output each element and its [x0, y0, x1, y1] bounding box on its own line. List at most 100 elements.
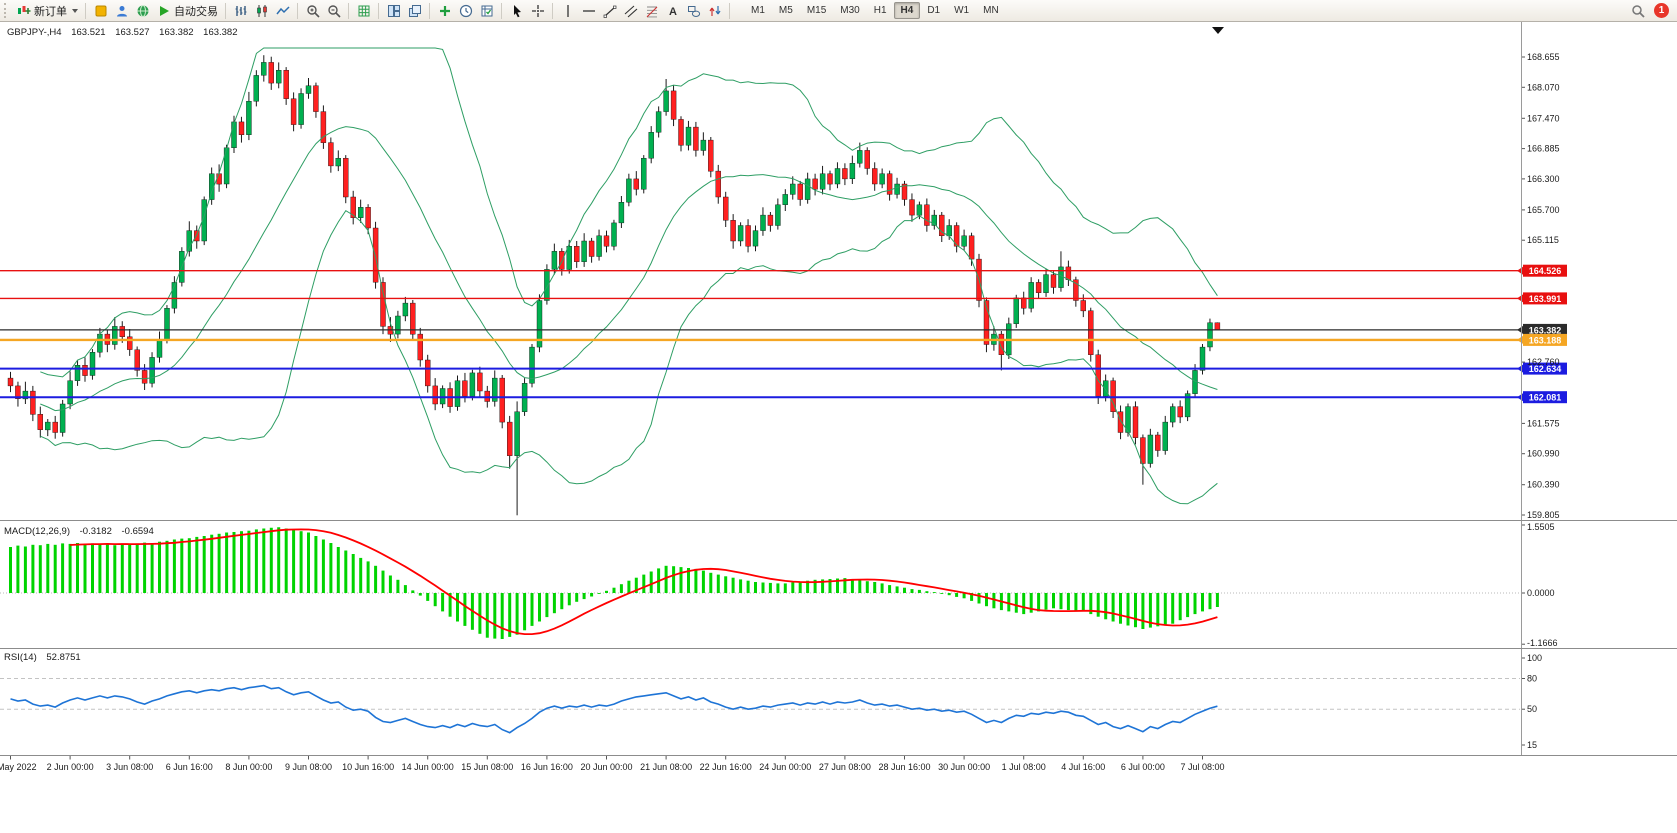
horizontal-line-button[interactable]	[578, 2, 599, 20]
timeframe-button-m30[interactable]: M30	[840, 5, 860, 16]
main-price-panel[interactable]	[0, 27, 1520, 516]
timeframe-button-m5[interactable]: M5	[778, 5, 793, 16]
arrows-button[interactable]	[704, 2, 725, 20]
trendline-icon	[602, 3, 617, 18]
rsi-header: RSI(14) 52.8751	[4, 652, 88, 663]
new-order-button[interactable]: 新订单	[13, 2, 81, 20]
indicators-plus-icon	[437, 3, 452, 18]
svg-text:0.0000: 0.0000	[1527, 588, 1555, 598]
svg-text:162.760: 162.760	[1527, 357, 1560, 367]
fibonacci-button[interactable]	[641, 2, 662, 20]
svg-text:50: 50	[1527, 704, 1537, 714]
zoom-in-button[interactable]	[302, 2, 323, 20]
svg-text:16 Jun 16:00: 16 Jun 16:00	[521, 762, 573, 772]
rsi-panel[interactable]: 100 80 50 15	[0, 653, 1542, 750]
svg-text:1.5505: 1.5505	[1527, 522, 1555, 532]
notification-badge[interactable]: 1	[1654, 3, 1669, 18]
macd-panel[interactable]: 1.5505 0.0000 -1.1666	[0, 522, 1558, 648]
bar-chart-icon	[233, 3, 248, 18]
macd-signal-value: -0.6594	[121, 526, 154, 537]
timeframe-button-mn[interactable]: MN	[983, 5, 999, 16]
chart-shift-marker	[1212, 27, 1224, 34]
svg-text:100: 100	[1527, 653, 1542, 663]
channel-button[interactable]	[620, 2, 641, 20]
chart-canvas[interactable]: 1.5505 0.0000 -1.1666 100 80 50 15 164.526 163.9…	[0, 22, 1677, 833]
toolbar-separator	[348, 2, 349, 19]
svg-text:166.300: 166.300	[1527, 174, 1560, 184]
svg-text:22 Jun 16:00: 22 Jun 16:00	[700, 762, 752, 772]
timeframe-button-w1[interactable]: W1	[954, 5, 970, 16]
time-axis[interactable]: 31 May 2022 2 Jun 00:00 3 Jun 08:00 6 Jun 1…	[0, 755, 1225, 773]
toolbar-separator	[297, 2, 298, 19]
symbol-period-label: GBPJPY-,H4	[7, 27, 62, 38]
svg-text:160.390: 160.390	[1527, 480, 1560, 490]
toolbar-separator	[552, 2, 553, 19]
macd-header: MACD(12,26,9) -0.3182 -0.6594	[4, 526, 161, 537]
line-chart-button[interactable]	[272, 2, 293, 20]
profile-icon	[114, 3, 129, 18]
cascade-windows-button[interactable]	[404, 2, 425, 20]
svg-text:A: A	[669, 6, 677, 18]
svg-text:80: 80	[1527, 674, 1537, 684]
text-button[interactable]: A	[662, 2, 683, 20]
svg-text:10 Jun 16:00: 10 Jun 16:00	[342, 762, 394, 772]
panel-separators[interactable]	[0, 520, 1677, 756]
svg-text:6 Jun 16:00: 6 Jun 16:00	[166, 762, 213, 772]
svg-text:9 Jun 08:00: 9 Jun 08:00	[285, 762, 332, 772]
profile-button[interactable]	[111, 2, 132, 20]
timeframe-button-m15[interactable]: M15	[806, 5, 827, 16]
grid-button[interactable]	[353, 2, 374, 20]
svg-text:14 Jun 00:00: 14 Jun 00:00	[402, 762, 454, 772]
trendline-button[interactable]	[599, 2, 620, 20]
cascade-windows-icon	[407, 3, 422, 18]
vertical-line-icon	[560, 3, 575, 18]
svg-text:6 Jul 00:00: 6 Jul 00:00	[1121, 762, 1165, 772]
svg-text:163.188: 163.188	[1529, 335, 1562, 345]
autotrading-button[interactable]: 自动交易	[153, 2, 221, 20]
crosshair-button[interactable]	[527, 2, 548, 20]
tile-windows-button[interactable]	[383, 2, 404, 20]
svg-text:20 Jun 00:00: 20 Jun 00:00	[580, 762, 632, 772]
vertical-line-button[interactable]	[557, 2, 578, 20]
template-icon	[479, 3, 494, 18]
bar-chart-button[interactable]	[230, 2, 251, 20]
metaeditor-button[interactable]	[90, 2, 111, 20]
timeframe-button-h4[interactable]: H4	[893, 2, 921, 19]
svg-text:159.805: 159.805	[1527, 510, 1560, 520]
community-globe-icon	[135, 3, 150, 18]
equidistant-channel-icon	[623, 3, 638, 18]
high-value: 163.527	[115, 27, 150, 38]
timeframe-button-h1[interactable]: H1	[873, 5, 887, 16]
grid-icon	[356, 3, 371, 18]
close-value: 163.382	[203, 27, 238, 38]
search-icon[interactable]	[1630, 3, 1645, 18]
svg-text:15 Jun 08:00: 15 Jun 08:00	[461, 762, 513, 772]
svg-text:3 Jun 08:00: 3 Jun 08:00	[106, 762, 153, 772]
toolbar-grip[interactable]	[4, 3, 10, 18]
timeframe-button-d1[interactable]: D1	[927, 5, 941, 16]
open-value: 163.521	[71, 27, 106, 38]
indicators-button[interactable]	[434, 2, 455, 20]
shapes-button[interactable]	[683, 2, 704, 20]
svg-text:168.655: 168.655	[1527, 52, 1560, 62]
periods-button[interactable]	[455, 2, 476, 20]
svg-text:24 Jun 00:00: 24 Jun 00:00	[759, 762, 811, 772]
zoom-out-icon	[326, 3, 341, 18]
templates-button[interactable]	[476, 2, 497, 20]
zoom-out-button[interactable]	[323, 2, 344, 20]
svg-text:161.575: 161.575	[1527, 418, 1560, 428]
candlestick-button[interactable]	[251, 2, 272, 20]
chevron-down-icon	[72, 8, 78, 13]
shapes-icon	[686, 3, 701, 18]
cursor-button[interactable]	[506, 2, 527, 20]
svg-text:-1.1666: -1.1666	[1527, 638, 1558, 648]
timeframe-button-m1[interactable]: M1	[751, 5, 765, 16]
svg-text:28 Jun 16:00: 28 Jun 16:00	[878, 762, 930, 772]
community-button[interactable]	[132, 2, 153, 20]
rsi-label: RSI(14)	[4, 652, 37, 663]
zoom-in-icon	[305, 3, 320, 18]
svg-text:163.382: 163.382	[1529, 325, 1562, 335]
cursor-arrow-icon	[509, 3, 524, 18]
